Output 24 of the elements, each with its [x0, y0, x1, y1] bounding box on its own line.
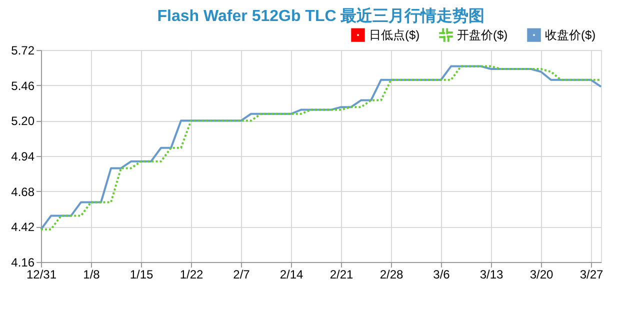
- legend-label: 日低点($): [369, 28, 420, 42]
- x-tick-label: 1/15: [130, 268, 154, 282]
- x-tick-label: 2/28: [380, 268, 404, 282]
- chart-title: Flash Wafer 512Gb TLC 最近三月行情走势图: [157, 7, 485, 25]
- x-tick-label: 1/22: [180, 268, 204, 282]
- y-tick-label: 5.20: [11, 114, 35, 128]
- x-tick-label: 1/8: [83, 268, 100, 282]
- line-series: [40, 65, 602, 230]
- y-tick-label: 5.46: [11, 78, 35, 93]
- x-tick-label: 3/27: [580, 268, 604, 282]
- legend-label: 开盘价($): [457, 28, 508, 42]
- x-tick-label: 2/7: [233, 268, 250, 282]
- x-tick-label: 3/20: [530, 268, 554, 282]
- x-tick-label: 2/14: [280, 268, 304, 282]
- y-tick-label: 4.68: [11, 184, 35, 199]
- x-tick-label: 12/31: [26, 268, 57, 282]
- y-tick-label: 4.16: [11, 256, 35, 270]
- legend-label: 收盘价($): [545, 28, 596, 42]
- x-tick-label: 3/13: [480, 268, 504, 282]
- y-tick-label: 4.94: [11, 150, 35, 164]
- x-tick-label: 2/21: [330, 268, 354, 282]
- x-tick-label: 3/6: [433, 268, 450, 282]
- y-tick-label: 5.72: [11, 44, 35, 58]
- y-tick-label: 4.42: [11, 220, 35, 234]
